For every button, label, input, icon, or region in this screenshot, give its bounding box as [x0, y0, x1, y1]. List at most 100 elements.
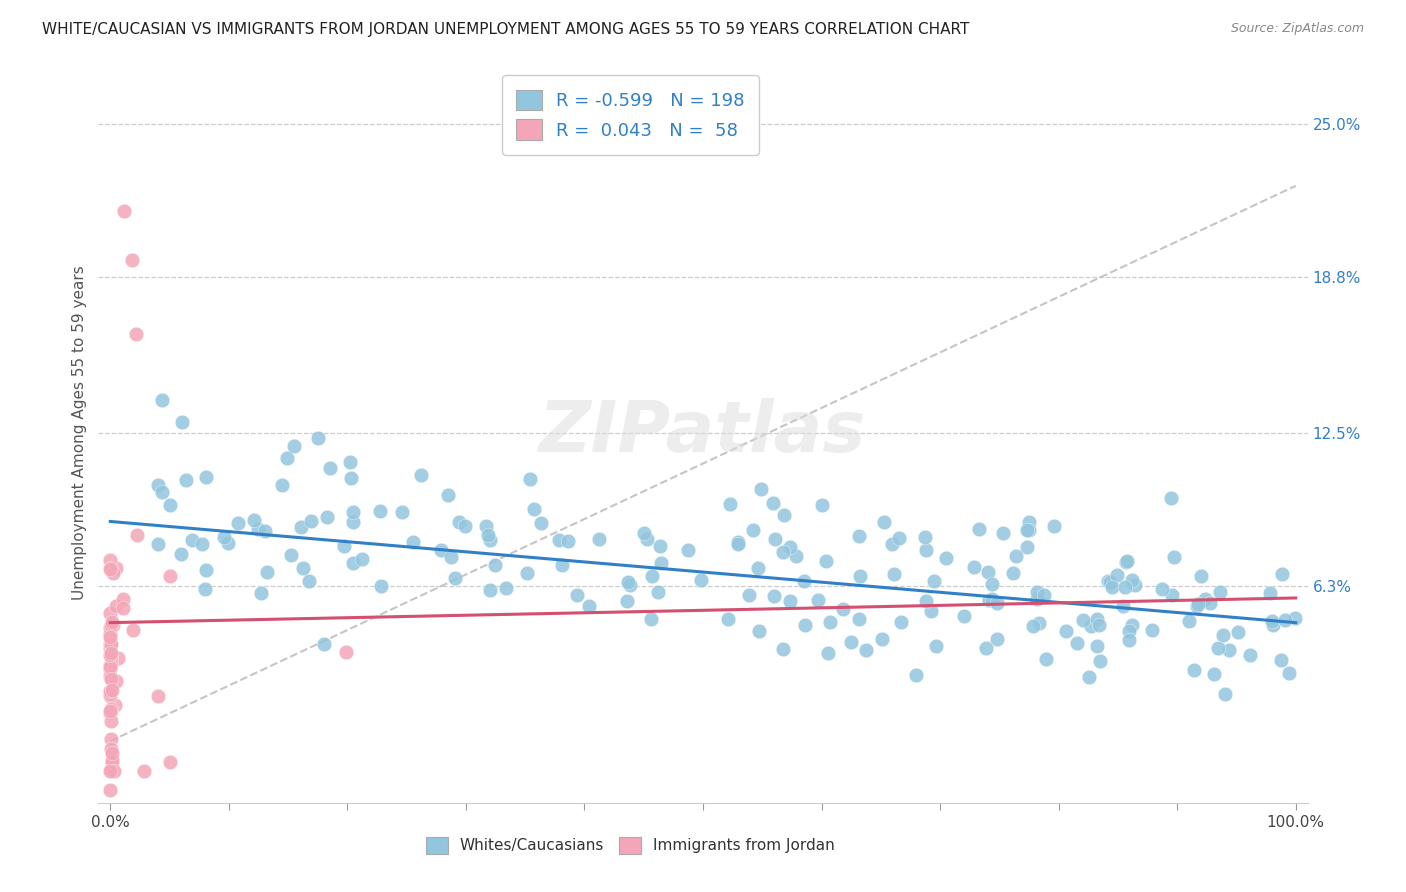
Point	[402, 535, 425, 549]
Point	[1239, 648, 1261, 663]
Point	[915, 543, 938, 558]
Point	[817, 646, 839, 660]
Point	[848, 612, 870, 626]
Point	[839, 635, 862, 649]
Point	[616, 593, 638, 607]
Point	[298, 574, 321, 588]
Point	[100, 561, 122, 575]
Point	[922, 574, 945, 589]
Point	[1005, 549, 1028, 563]
Point	[519, 472, 541, 486]
Point	[100, 705, 122, 719]
Point	[1118, 633, 1140, 648]
Point	[832, 602, 855, 616]
Point	[1002, 566, 1025, 580]
Point	[523, 502, 546, 516]
Point	[1177, 614, 1199, 628]
Point	[617, 574, 640, 589]
Point	[1033, 588, 1056, 602]
Point	[315, 509, 337, 524]
Point	[1018, 515, 1040, 529]
Point	[174, 473, 197, 487]
Point	[1187, 597, 1209, 611]
Point	[159, 498, 181, 512]
Point	[100, 637, 122, 651]
Point	[1085, 612, 1108, 626]
Point	[870, 632, 893, 646]
Point	[1182, 663, 1205, 677]
Point	[1227, 624, 1250, 639]
Point	[194, 582, 217, 596]
Point	[146, 689, 169, 703]
Point	[979, 593, 1001, 607]
Point	[411, 467, 433, 482]
Point	[818, 615, 841, 629]
Point	[980, 592, 1002, 607]
Point	[717, 611, 740, 625]
Point	[633, 526, 655, 541]
Point	[810, 498, 832, 512]
Point	[718, 497, 741, 511]
Point	[977, 566, 1000, 580]
Point	[1077, 670, 1099, 684]
Point	[779, 593, 801, 607]
Point	[368, 503, 391, 517]
Point	[1140, 623, 1163, 637]
Point	[1160, 491, 1182, 505]
Point	[1258, 586, 1281, 600]
Point	[1042, 519, 1064, 533]
Point	[1085, 639, 1108, 653]
Point	[100, 704, 122, 718]
Point	[181, 533, 204, 548]
Point	[437, 488, 460, 502]
Point	[1185, 599, 1208, 613]
Point	[121, 623, 143, 637]
Point	[763, 532, 786, 546]
Point	[1194, 591, 1216, 606]
Point	[516, 566, 538, 580]
Point	[1115, 555, 1137, 569]
Point	[339, 455, 361, 469]
Point	[1035, 652, 1057, 666]
Text: Source: ZipAtlas.com: Source: ZipAtlas.com	[1230, 22, 1364, 36]
Point	[1090, 654, 1112, 668]
Point	[650, 556, 672, 570]
Point	[676, 543, 699, 558]
Y-axis label: Unemployment Among Ages 55 to 59 years: Unemployment Among Ages 55 to 59 years	[72, 265, 87, 600]
Point	[690, 573, 713, 587]
Point	[484, 558, 506, 572]
Point	[1026, 592, 1049, 607]
Point	[217, 536, 239, 550]
Point	[121, 252, 143, 267]
Point	[447, 515, 470, 529]
Point	[247, 522, 270, 536]
Point	[914, 530, 936, 544]
Point	[1015, 540, 1038, 554]
Point	[1066, 636, 1088, 650]
Point	[779, 540, 801, 554]
Point	[107, 651, 129, 665]
Point	[550, 558, 572, 572]
Point	[98, 553, 121, 567]
Point	[101, 754, 124, 768]
Point	[453, 518, 475, 533]
Point	[953, 608, 976, 623]
Point	[588, 532, 610, 546]
Point	[150, 485, 173, 500]
Point	[342, 556, 364, 570]
Point	[98, 607, 121, 621]
Point	[530, 516, 553, 531]
Point	[98, 684, 121, 698]
Point	[477, 528, 499, 542]
Point	[479, 582, 502, 597]
Point	[1202, 666, 1225, 681]
Point	[104, 674, 127, 689]
Point	[749, 482, 772, 496]
Point	[727, 535, 749, 549]
Point	[112, 591, 135, 606]
Point	[925, 639, 948, 653]
Point	[727, 537, 749, 551]
Point	[1284, 610, 1306, 624]
Point	[1028, 615, 1050, 630]
Point	[748, 624, 770, 639]
